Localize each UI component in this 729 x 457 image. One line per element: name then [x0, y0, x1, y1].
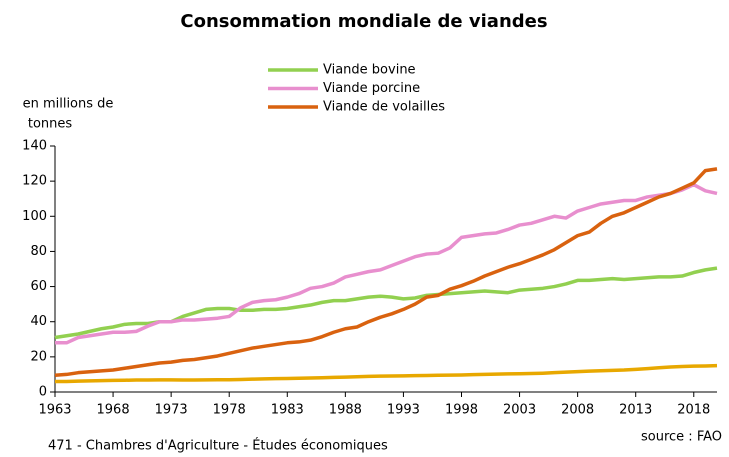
- source: source : FAO: [641, 430, 722, 445]
- series-line: [54, 167, 718, 378]
- y-tick-label: 0: [39, 385, 47, 400]
- x-tick-label: 1963: [38, 403, 71, 418]
- y-tick-label: 80: [30, 244, 47, 259]
- x-tick-label: 2018: [677, 403, 710, 418]
- x-tick-label: 1978: [213, 403, 246, 418]
- chart-title: Consommation mondiale de viandes: [180, 11, 547, 32]
- series-line: [55, 182, 718, 345]
- y-axis-label: en millions de: [23, 97, 114, 112]
- x-tick-label: 2003: [503, 403, 536, 418]
- y-axis-label: tonnes: [28, 117, 73, 132]
- legend-label: Viande de volailles: [323, 100, 445, 115]
- y-tick-label: 40: [30, 314, 47, 329]
- x-tick-label: 1998: [445, 403, 478, 418]
- series-line: [55, 363, 718, 384]
- series-line: [54, 266, 718, 340]
- legend-label: Viande porcine: [323, 81, 420, 96]
- y-tick-label: 120: [22, 174, 47, 189]
- x-tick-label: 2013: [619, 403, 652, 418]
- y-tick-label: 100: [22, 209, 47, 224]
- x-tick-label: 1988: [329, 403, 362, 418]
- y-tick-label: 140: [22, 139, 47, 154]
- legend-label: Viande bovine: [323, 63, 416, 78]
- y-tick-label: 60: [30, 279, 47, 294]
- x-tick-label: 1973: [155, 403, 188, 418]
- x-tick-label: 1993: [387, 403, 420, 418]
- x-tick-label: 2008: [561, 403, 594, 418]
- x-tick-label: 1968: [97, 403, 130, 418]
- y-tick-label: 20: [30, 349, 47, 364]
- x-tick-label: 1983: [271, 403, 304, 418]
- footer: 471 - Chambres d'Agriculture - Études éc…: [48, 438, 388, 454]
